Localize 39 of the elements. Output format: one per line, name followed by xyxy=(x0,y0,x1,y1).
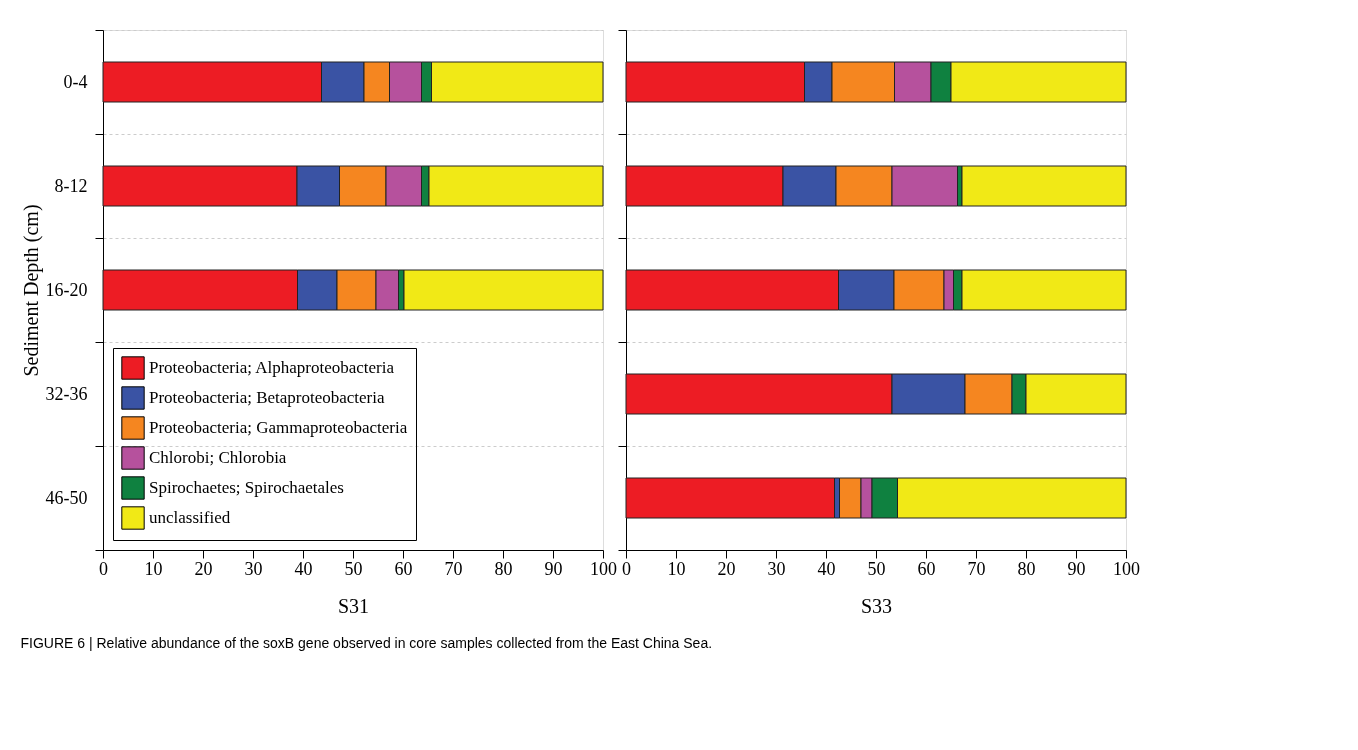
x-tick-label: 90 xyxy=(544,558,563,579)
legend-label: Spirochaetes; Spirochaetales xyxy=(149,478,344,497)
bar xyxy=(961,165,1127,207)
x-tick-label: 60 xyxy=(917,558,936,579)
caption: FIGURE 6 | Relative abundance of the soxB gene observed in core samples collected from the East China Sea. xyxy=(20,634,713,651)
x-tick-label: 100 xyxy=(1113,558,1140,579)
x-tick-label: 50 xyxy=(344,558,363,579)
legend-label: Chlorobi; Chlorobia xyxy=(149,448,287,467)
x-tick-label: 30 xyxy=(244,558,263,579)
y-tick-label: 32-36 xyxy=(45,383,88,404)
y-tick-label: 0-4 xyxy=(63,71,88,92)
x-tick-label: 100 xyxy=(590,558,617,579)
x-tick-label: 20 xyxy=(717,558,736,579)
x-tick-label: 80 xyxy=(494,558,513,579)
x-tick-label: 20 xyxy=(194,558,213,579)
x-tick-label: 50 xyxy=(867,558,886,579)
x-tick-label: 30 xyxy=(767,558,786,579)
legend-label: Proteobacteria; Gammaproteobacteria xyxy=(149,418,408,437)
y-tick-label: 46-50 xyxy=(45,487,88,508)
x-tick-label: 0 xyxy=(622,558,631,579)
legend-label: Proteobacteria; Alphaproteobacteria xyxy=(149,358,395,377)
x-tick-label: 40 xyxy=(294,558,313,579)
x-tick-label: 80 xyxy=(1017,558,1036,579)
x-tick-label: 70 xyxy=(444,558,463,579)
x-tick-label: 60 xyxy=(394,558,413,579)
bar xyxy=(625,477,835,519)
y-tick-label: 16-20 xyxy=(45,279,88,300)
x-axis-title: S33 xyxy=(860,594,893,617)
x-tick-label: 10 xyxy=(144,558,163,579)
x-axis-title: S31 xyxy=(337,594,370,617)
x-tick-label: 40 xyxy=(817,558,836,579)
x-tick-label: 70 xyxy=(967,558,986,579)
y-tick-label: 8-12 xyxy=(54,175,88,196)
x-tick-label: 0 xyxy=(99,558,108,579)
x-tick-label: 90 xyxy=(1067,558,1086,579)
legend-label: Proteobacteria; Betaproteobacteria xyxy=(149,388,385,407)
x-tick-label: 10 xyxy=(667,558,686,579)
y-axis-title: Sediment Depth (cm) xyxy=(19,204,43,377)
legend-label: unclassified xyxy=(149,508,231,527)
